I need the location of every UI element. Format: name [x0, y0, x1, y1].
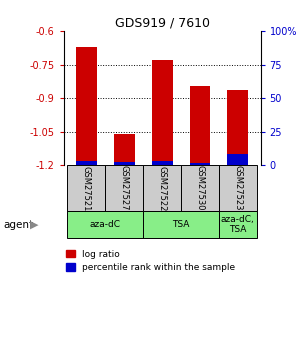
Text: GSM27523: GSM27523: [233, 166, 242, 211]
Text: TSA: TSA: [172, 220, 190, 229]
Text: ▶: ▶: [30, 220, 39, 230]
Bar: [228, 90, 248, 165]
Text: agent: agent: [3, 220, 33, 230]
Bar: [181, 165, 219, 211]
Text: GSM27527: GSM27527: [120, 166, 129, 211]
Bar: [190, 162, 210, 165]
Bar: [190, 86, 210, 165]
Bar: [76, 47, 97, 165]
Text: GSM27530: GSM27530: [195, 166, 205, 211]
Bar: [67, 211, 143, 238]
Bar: [143, 211, 219, 238]
Bar: [152, 60, 172, 165]
Bar: [114, 162, 135, 165]
Bar: [143, 165, 181, 211]
Text: GSM27521: GSM27521: [82, 166, 91, 211]
Bar: [152, 161, 172, 165]
Bar: [76, 161, 97, 165]
Bar: [219, 165, 257, 211]
Text: GSM27522: GSM27522: [158, 166, 167, 211]
Legend: log ratio, percentile rank within the sample: log ratio, percentile rank within the sa…: [62, 246, 239, 276]
Bar: [67, 165, 105, 211]
Bar: [105, 165, 143, 211]
Bar: [219, 211, 257, 238]
Text: aza-dC: aza-dC: [90, 220, 121, 229]
Text: aza-dC,
TSA: aza-dC, TSA: [221, 215, 255, 234]
Title: GDS919 / 7610: GDS919 / 7610: [115, 17, 210, 30]
Bar: [114, 134, 135, 165]
Bar: [228, 155, 248, 165]
